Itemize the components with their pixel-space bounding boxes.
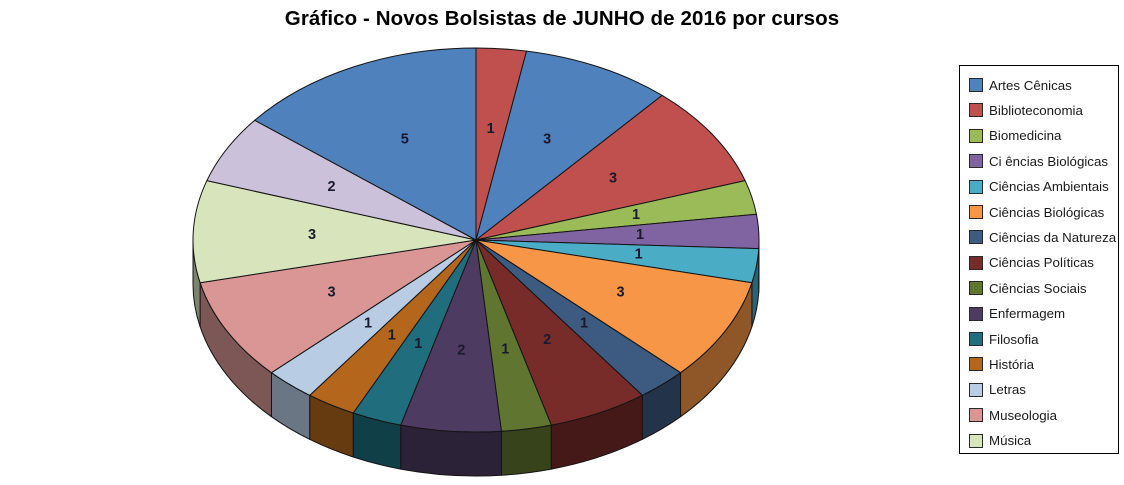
svg-text:3: 3	[609, 171, 617, 187]
svg-text:3: 3	[308, 227, 316, 243]
svg-text:1: 1	[580, 316, 588, 332]
svg-text:1: 1	[414, 336, 422, 352]
svg-text:3: 3	[616, 285, 624, 301]
svg-text:5: 5	[401, 132, 409, 148]
svg-text:3: 3	[327, 285, 335, 301]
svg-text:2: 2	[327, 179, 335, 195]
svg-text:1: 1	[388, 327, 396, 343]
svg-text:1: 1	[632, 207, 640, 223]
svg-text:2: 2	[543, 332, 551, 348]
svg-text:1: 1	[487, 121, 495, 137]
svg-text:1: 1	[635, 247, 643, 263]
svg-text:1: 1	[636, 227, 644, 243]
svg-text:1: 1	[364, 316, 372, 332]
svg-text:1: 1	[501, 341, 509, 357]
svg-text:2: 2	[457, 343, 465, 359]
svg-text:3: 3	[543, 132, 551, 148]
